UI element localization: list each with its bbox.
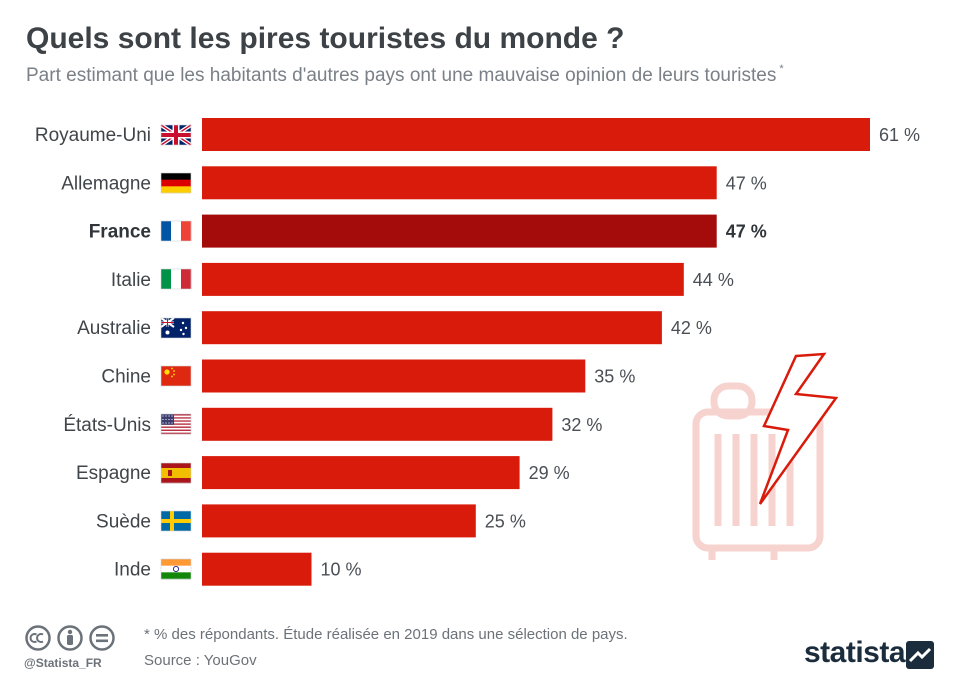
bar bbox=[202, 118, 870, 151]
category-label: France bbox=[89, 222, 151, 243]
value-label: 32 % bbox=[561, 415, 602, 435]
no-derivatives-icon bbox=[89, 625, 115, 651]
chart-title: Quels sont les pires touristes du monde … bbox=[26, 22, 625, 55]
spain-flag-icon bbox=[160, 462, 192, 484]
category-label: Inde bbox=[114, 560, 151, 581]
value-label: 10 % bbox=[321, 560, 362, 580]
attribution-icon bbox=[57, 625, 83, 651]
category-label: Chine bbox=[101, 367, 151, 388]
australia-flag-icon bbox=[160, 317, 192, 339]
cc-icon bbox=[25, 625, 51, 651]
bar bbox=[202, 504, 476, 538]
value-label: 47 % bbox=[726, 173, 767, 193]
value-label: 61 % bbox=[879, 125, 920, 145]
subtitle-text: Part estimant que les habitants d'autres… bbox=[26, 65, 777, 86]
statista-logo-mark bbox=[906, 641, 934, 669]
social-handle: @Statista_FR bbox=[24, 656, 102, 670]
bar-chart: Royaume-Uni 61 % Allemagne 47 % France 47 % It… bbox=[35, 118, 920, 586]
value-label: 35 % bbox=[594, 367, 635, 387]
category-label: Royaume-Uni bbox=[35, 125, 151, 146]
value-label: 29 % bbox=[529, 463, 570, 483]
value-label: 47 % bbox=[726, 222, 767, 242]
sweden-flag-icon bbox=[160, 510, 192, 532]
bar bbox=[202, 359, 586, 393]
subtitle-footnote-mark: * bbox=[779, 63, 784, 75]
bar bbox=[202, 456, 520, 490]
uk-flag-icon bbox=[159, 123, 193, 147]
chart-subtitle: Part estimant que les habitants d'autres… bbox=[26, 63, 784, 87]
value-label: 42 % bbox=[671, 318, 712, 338]
france-flag-icon bbox=[160, 220, 192, 242]
source: Source : YouGov bbox=[144, 652, 257, 669]
india-flag-icon bbox=[160, 558, 192, 580]
bar bbox=[202, 552, 312, 586]
lightning-icon bbox=[758, 352, 839, 505]
category-label: Allemagne bbox=[61, 173, 151, 194]
germany-flag-icon bbox=[160, 172, 192, 194]
italy-flag-icon bbox=[160, 268, 192, 290]
china-flag-icon bbox=[160, 365, 192, 387]
value-label: 25 % bbox=[485, 511, 526, 531]
bar bbox=[202, 166, 717, 200]
suitcase-decoration bbox=[692, 352, 839, 560]
footnote: * % des répondants. Étude réalisée en 20… bbox=[144, 626, 628, 643]
license-icons bbox=[24, 624, 120, 654]
category-label: Australie bbox=[77, 318, 151, 339]
category-label: Espagne bbox=[76, 463, 151, 484]
bar bbox=[202, 262, 684, 296]
bar bbox=[202, 311, 662, 345]
bar bbox=[202, 407, 553, 441]
category-label: Suède bbox=[96, 511, 151, 532]
statista-wordmark: statista bbox=[804, 636, 906, 669]
category-label: Italie bbox=[111, 270, 151, 291]
bar bbox=[202, 214, 717, 248]
category-label: États-Unis bbox=[63, 415, 151, 436]
value-label: 44 % bbox=[693, 270, 734, 290]
bars-layer: Royaume-Uni 61 % Allemagne 47 % France 47 % It… bbox=[35, 118, 920, 586]
usa-flag-icon bbox=[160, 413, 192, 435]
